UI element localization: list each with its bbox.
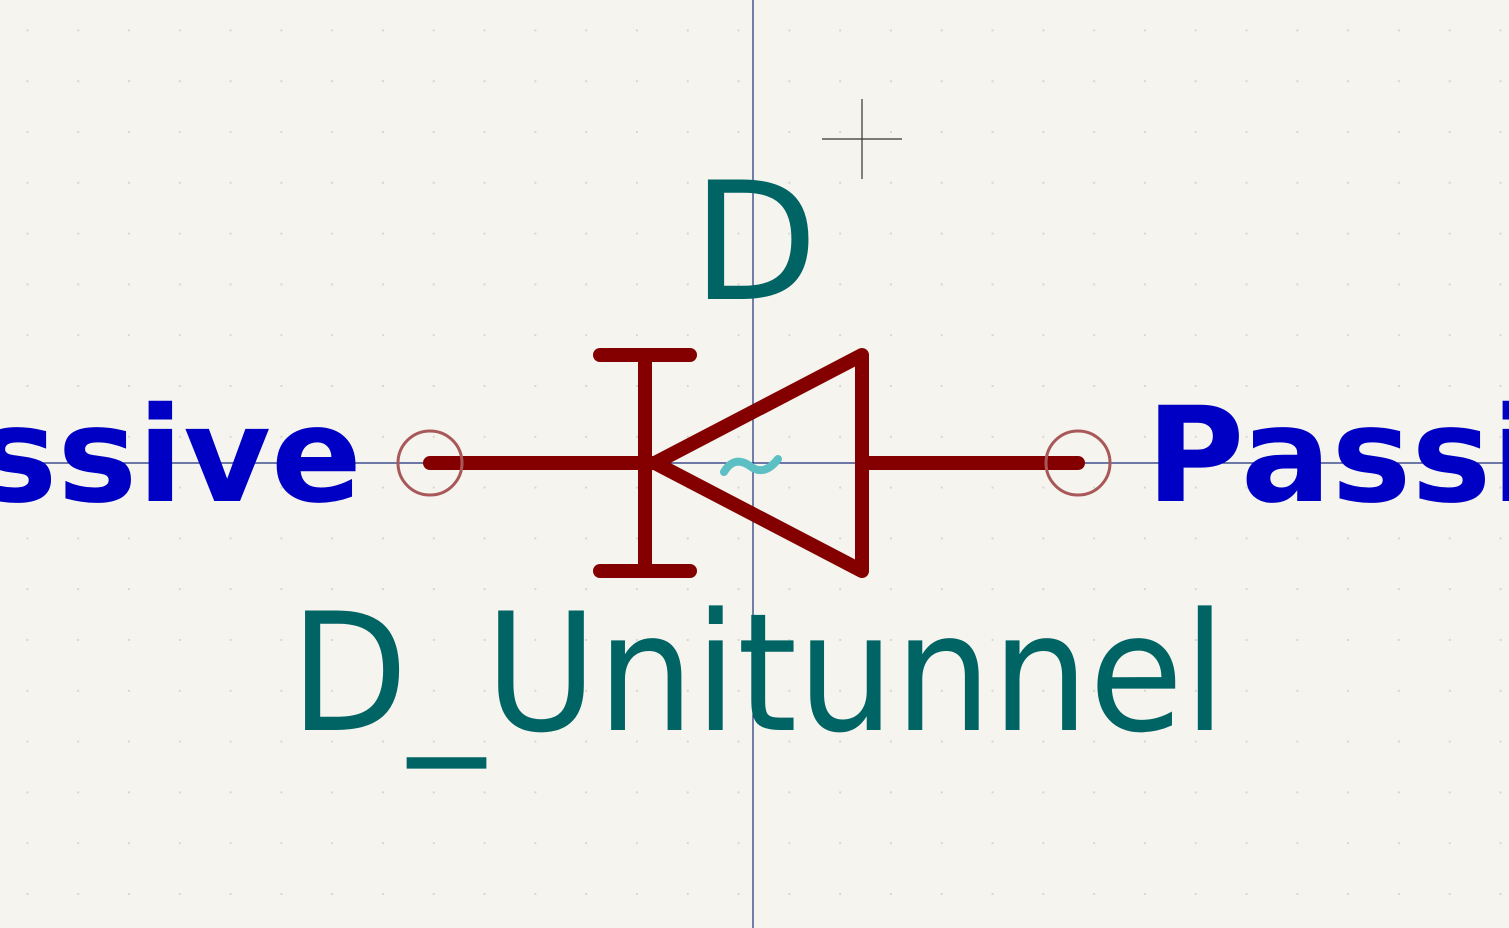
symbol-anchor-icon[interactable] (720, 455, 782, 476)
anode-triangle[interactable] (648, 348, 869, 578)
right-pin-type-label: Passive (1146, 379, 1509, 533)
crosshair-cursor-icon (822, 99, 902, 179)
left-pin-connection-circle[interactable] (396, 429, 464, 497)
left-pin-type-label: Passive (0, 379, 362, 533)
right-pin-connection-circle[interactable] (1044, 429, 1112, 497)
diode-body[interactable] (593, 348, 869, 578)
reference-designator-field[interactable]: D (692, 147, 818, 338)
value-field[interactable]: D_Unitunnel (290, 578, 1226, 769)
